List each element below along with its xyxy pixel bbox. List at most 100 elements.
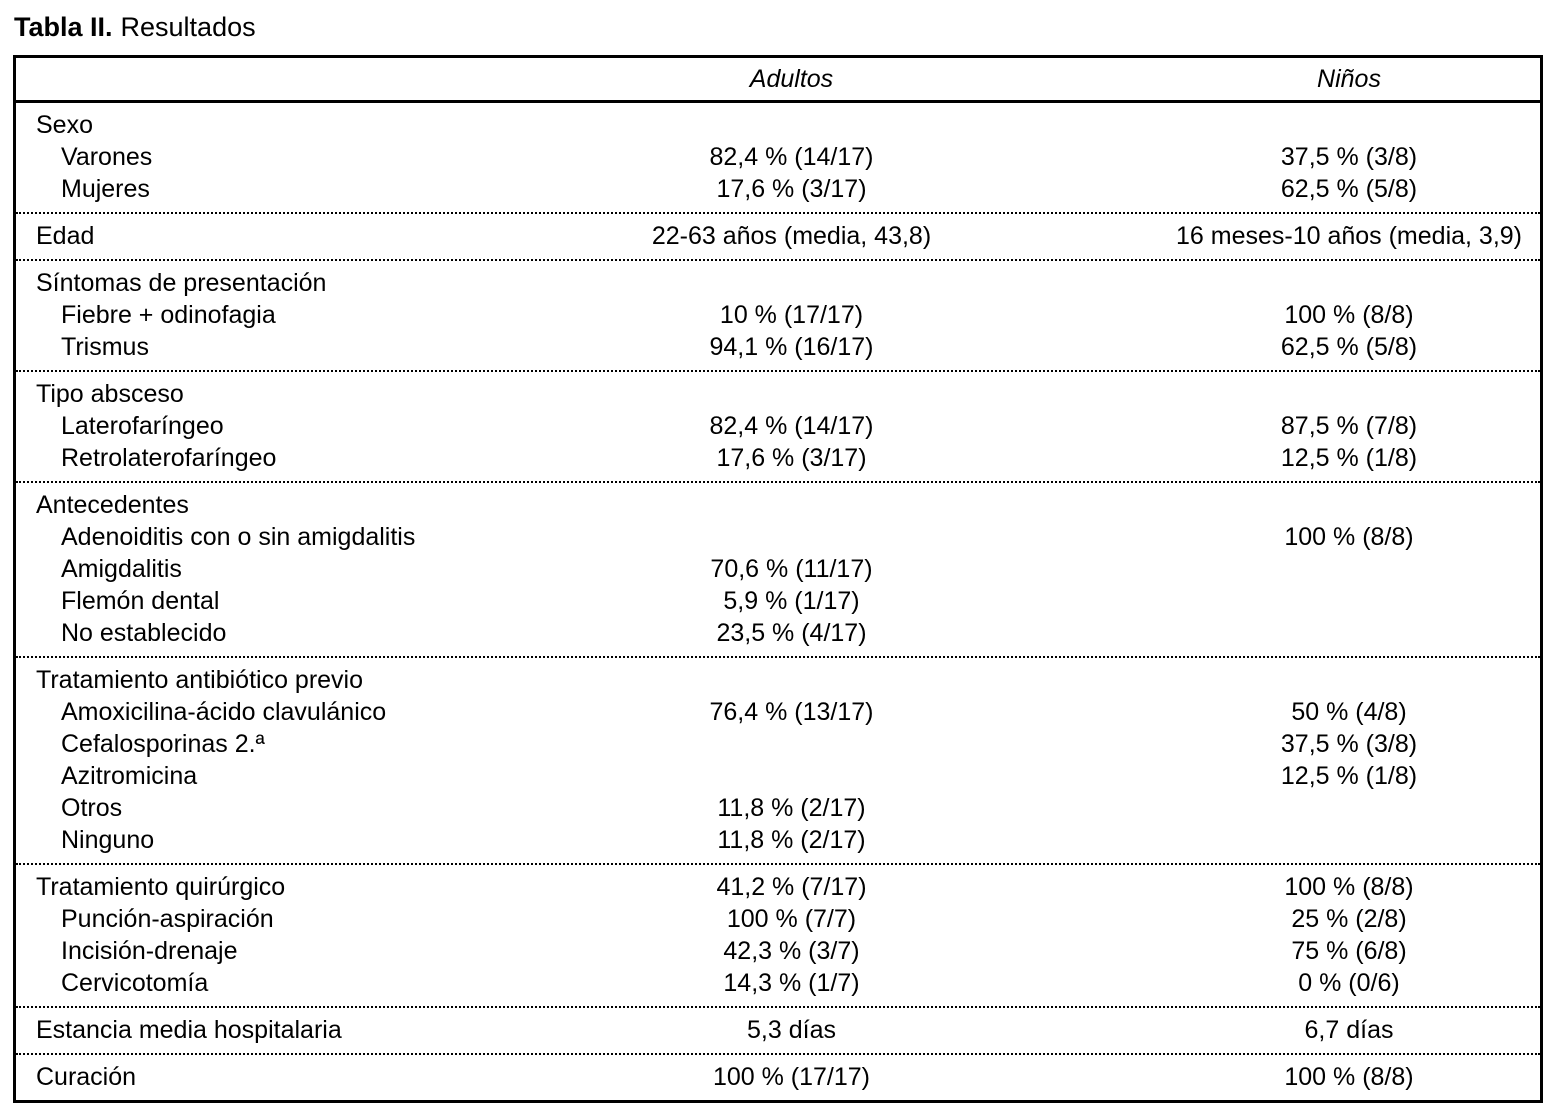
row-label: Incisión-drenaje	[61, 937, 238, 965]
table-row: Curación 100 % (17/17) 100 % (8/8)	[16, 1061, 1540, 1093]
column-gap	[1070, 410, 1158, 442]
table-row: Ninguno 11,8 % (2/17)	[16, 824, 1540, 856]
column-gap	[1070, 1061, 1158, 1093]
cell-adultos: 82,4 % (14/17)	[709, 412, 874, 440]
row-label: Flemón dental	[61, 587, 220, 615]
cell-adultos	[513, 760, 1070, 792]
table-row: Otros 11,8 % (2/17)	[16, 792, 1540, 824]
table-title: Tabla II. Resultados	[14, 12, 256, 42]
row-label: No establecido	[61, 619, 227, 647]
row-label: Tratamiento quirúrgico	[36, 873, 286, 901]
row-label: Estancia media hospitalaria	[36, 1016, 342, 1044]
table-row: Antecedentes	[16, 489, 1540, 521]
column-gap	[1070, 173, 1158, 205]
column-gap	[1070, 109, 1158, 141]
table-section: Antecedentes Adenoiditis con o sin amigda…	[16, 481, 1540, 656]
cell-ninos: 100 % (8/8)	[1284, 1063, 1414, 1091]
cell-adultos: 11,8 % (2/17)	[717, 826, 866, 854]
column-gap	[1070, 760, 1158, 792]
cell-adultos: 17,6 % (3/17)	[716, 175, 867, 203]
cell-adultos	[513, 521, 1070, 553]
column-gap	[1070, 141, 1158, 173]
table-section: Sexo Varones 82,4 % (14/17) 37,5 % (3/8) Muj…	[16, 103, 1540, 212]
cell-adultos: 10 % (17/17)	[719, 301, 864, 329]
column-gap	[1070, 299, 1158, 331]
table-section: Curación 100 % (17/17) 100 % (8/8)	[16, 1053, 1540, 1100]
cell-adultos: 14,3 % (1/7)	[723, 969, 860, 997]
header-cell-adultos: Adultos	[749, 64, 834, 93]
table-row: Laterofaríngeo 82,4 % (14/17) 87,5 % (7/8)	[16, 410, 1540, 442]
cell-ninos: 87,5 % (7/8)	[1280, 412, 1418, 440]
table-row: Adenoiditis con o sin amigdalitis 100 % (…	[16, 521, 1540, 553]
cell-ninos: 12,5 % (1/8)	[1280, 444, 1418, 472]
row-label: Adenoiditis con o sin amigdalitis	[61, 523, 416, 551]
table-row: Cervicotomía 14,3 % (1/7) 0 % (0/6)	[16, 967, 1540, 999]
cell-ninos: 50 % (4/8)	[1291, 698, 1407, 726]
cell-ninos: 16 meses-10 años (media, 3,9)	[1175, 222, 1522, 250]
row-label: Sexo	[36, 111, 93, 139]
column-gap	[1070, 1014, 1158, 1046]
row-label: Retrolaterofaríngeo	[61, 444, 277, 472]
row-label: Punción-aspiración	[61, 905, 274, 933]
row-label: Cervicotomía	[61, 969, 209, 997]
table-row: Amoxicilina-ácido clavulánico 76,4 % (13/…	[16, 696, 1540, 728]
cell-adultos: 11,8 % (2/17)	[717, 794, 866, 822]
table-row: Cefalosporinas 2.ª 37,5 % (3/8)	[16, 728, 1540, 760]
cell-ninos: 6,7 días	[1304, 1016, 1394, 1044]
table-section: Estancia media hospitalaria 5,3 días 6,7 d…	[16, 1006, 1540, 1053]
column-gap	[1070, 331, 1158, 363]
row-label: Varones	[61, 143, 153, 171]
cell-ninos	[1158, 378, 1540, 410]
row-label: Tipo absceso	[36, 380, 184, 408]
table-row: Edad 22-63 años (media, 43,8) 16 meses-10 …	[16, 220, 1540, 252]
table-section: Tratamiento quirúrgico 41,2 % (7/17) 100 %…	[16, 863, 1540, 1006]
cell-ninos: 100 % (8/8)	[1284, 301, 1414, 329]
table-row: Trismus 94,1 % (16/17) 62,5 % (5/8)	[16, 331, 1540, 363]
cell-adultos: 100 % (17/17)	[712, 1063, 871, 1091]
table-row: Amigdalitis 70,6 % (11/17)	[16, 553, 1540, 585]
column-gap	[1070, 792, 1158, 824]
table-row: Síntomas de presentación	[16, 267, 1540, 299]
cell-adultos	[513, 664, 1070, 696]
row-label: Amigdalitis	[61, 555, 182, 583]
cell-ninos: 75 % (6/8)	[1291, 937, 1407, 965]
cell-adultos: 41,2 % (7/17)	[716, 873, 867, 901]
cell-ninos: 62,5 % (5/8)	[1280, 333, 1418, 361]
cell-ninos: 100 % (8/8)	[1284, 873, 1414, 901]
table-row: Retrolaterofaríngeo 17,6 % (3/17) 12,5 % (…	[16, 442, 1540, 474]
table-section: Edad 22-63 años (media, 43,8) 16 meses-10 …	[16, 212, 1540, 259]
table-section: Síntomas de presentación Fiebre + odinofa…	[16, 259, 1540, 370]
table-row: Azitromicina 12,5 % (1/8)	[16, 760, 1540, 792]
header-cell-ninos: Niños	[1317, 64, 1381, 93]
column-gap	[1070, 967, 1158, 999]
row-label: Síntomas de presentación	[36, 269, 327, 297]
column-gap	[1070, 824, 1158, 856]
column-gap	[1070, 553, 1158, 585]
column-gap	[1070, 267, 1158, 299]
cell-ninos	[1158, 489, 1540, 521]
row-label: Ninguno	[61, 826, 155, 854]
cell-ninos	[1158, 553, 1540, 585]
row-label: Laterofaríngeo	[61, 412, 224, 440]
row-label: Curación	[36, 1063, 137, 1091]
column-gap	[1070, 378, 1158, 410]
table-header-row: Adultos Niños	[16, 58, 1540, 103]
cell-adultos: 100 % (7/7)	[726, 905, 857, 933]
table-title-number: Tabla II.	[14, 12, 113, 42]
table-row: Tratamiento quirúrgico 41,2 % (7/17) 100 %…	[16, 871, 1540, 903]
table-title-text: Resultados	[120, 12, 256, 42]
cell-adultos: 76,4 % (13/17)	[709, 698, 874, 726]
row-label: Fiebre + odinofagia	[61, 301, 276, 329]
column-gap	[1070, 664, 1158, 696]
table-row: Mujeres 17,6 % (3/17) 62,5 % (5/8)	[16, 173, 1540, 205]
cell-adultos: 94,1 % (16/17)	[709, 333, 874, 361]
cell-adultos	[513, 267, 1070, 299]
table-row: Flemón dental 5,9 % (1/17)	[16, 585, 1540, 617]
column-gap	[1070, 696, 1158, 728]
cell-ninos	[1158, 617, 1540, 649]
cell-ninos	[1158, 824, 1540, 856]
cell-ninos: 37,5 % (3/8)	[1280, 143, 1418, 171]
column-gap	[1070, 489, 1158, 521]
row-label: Mujeres	[61, 175, 150, 203]
